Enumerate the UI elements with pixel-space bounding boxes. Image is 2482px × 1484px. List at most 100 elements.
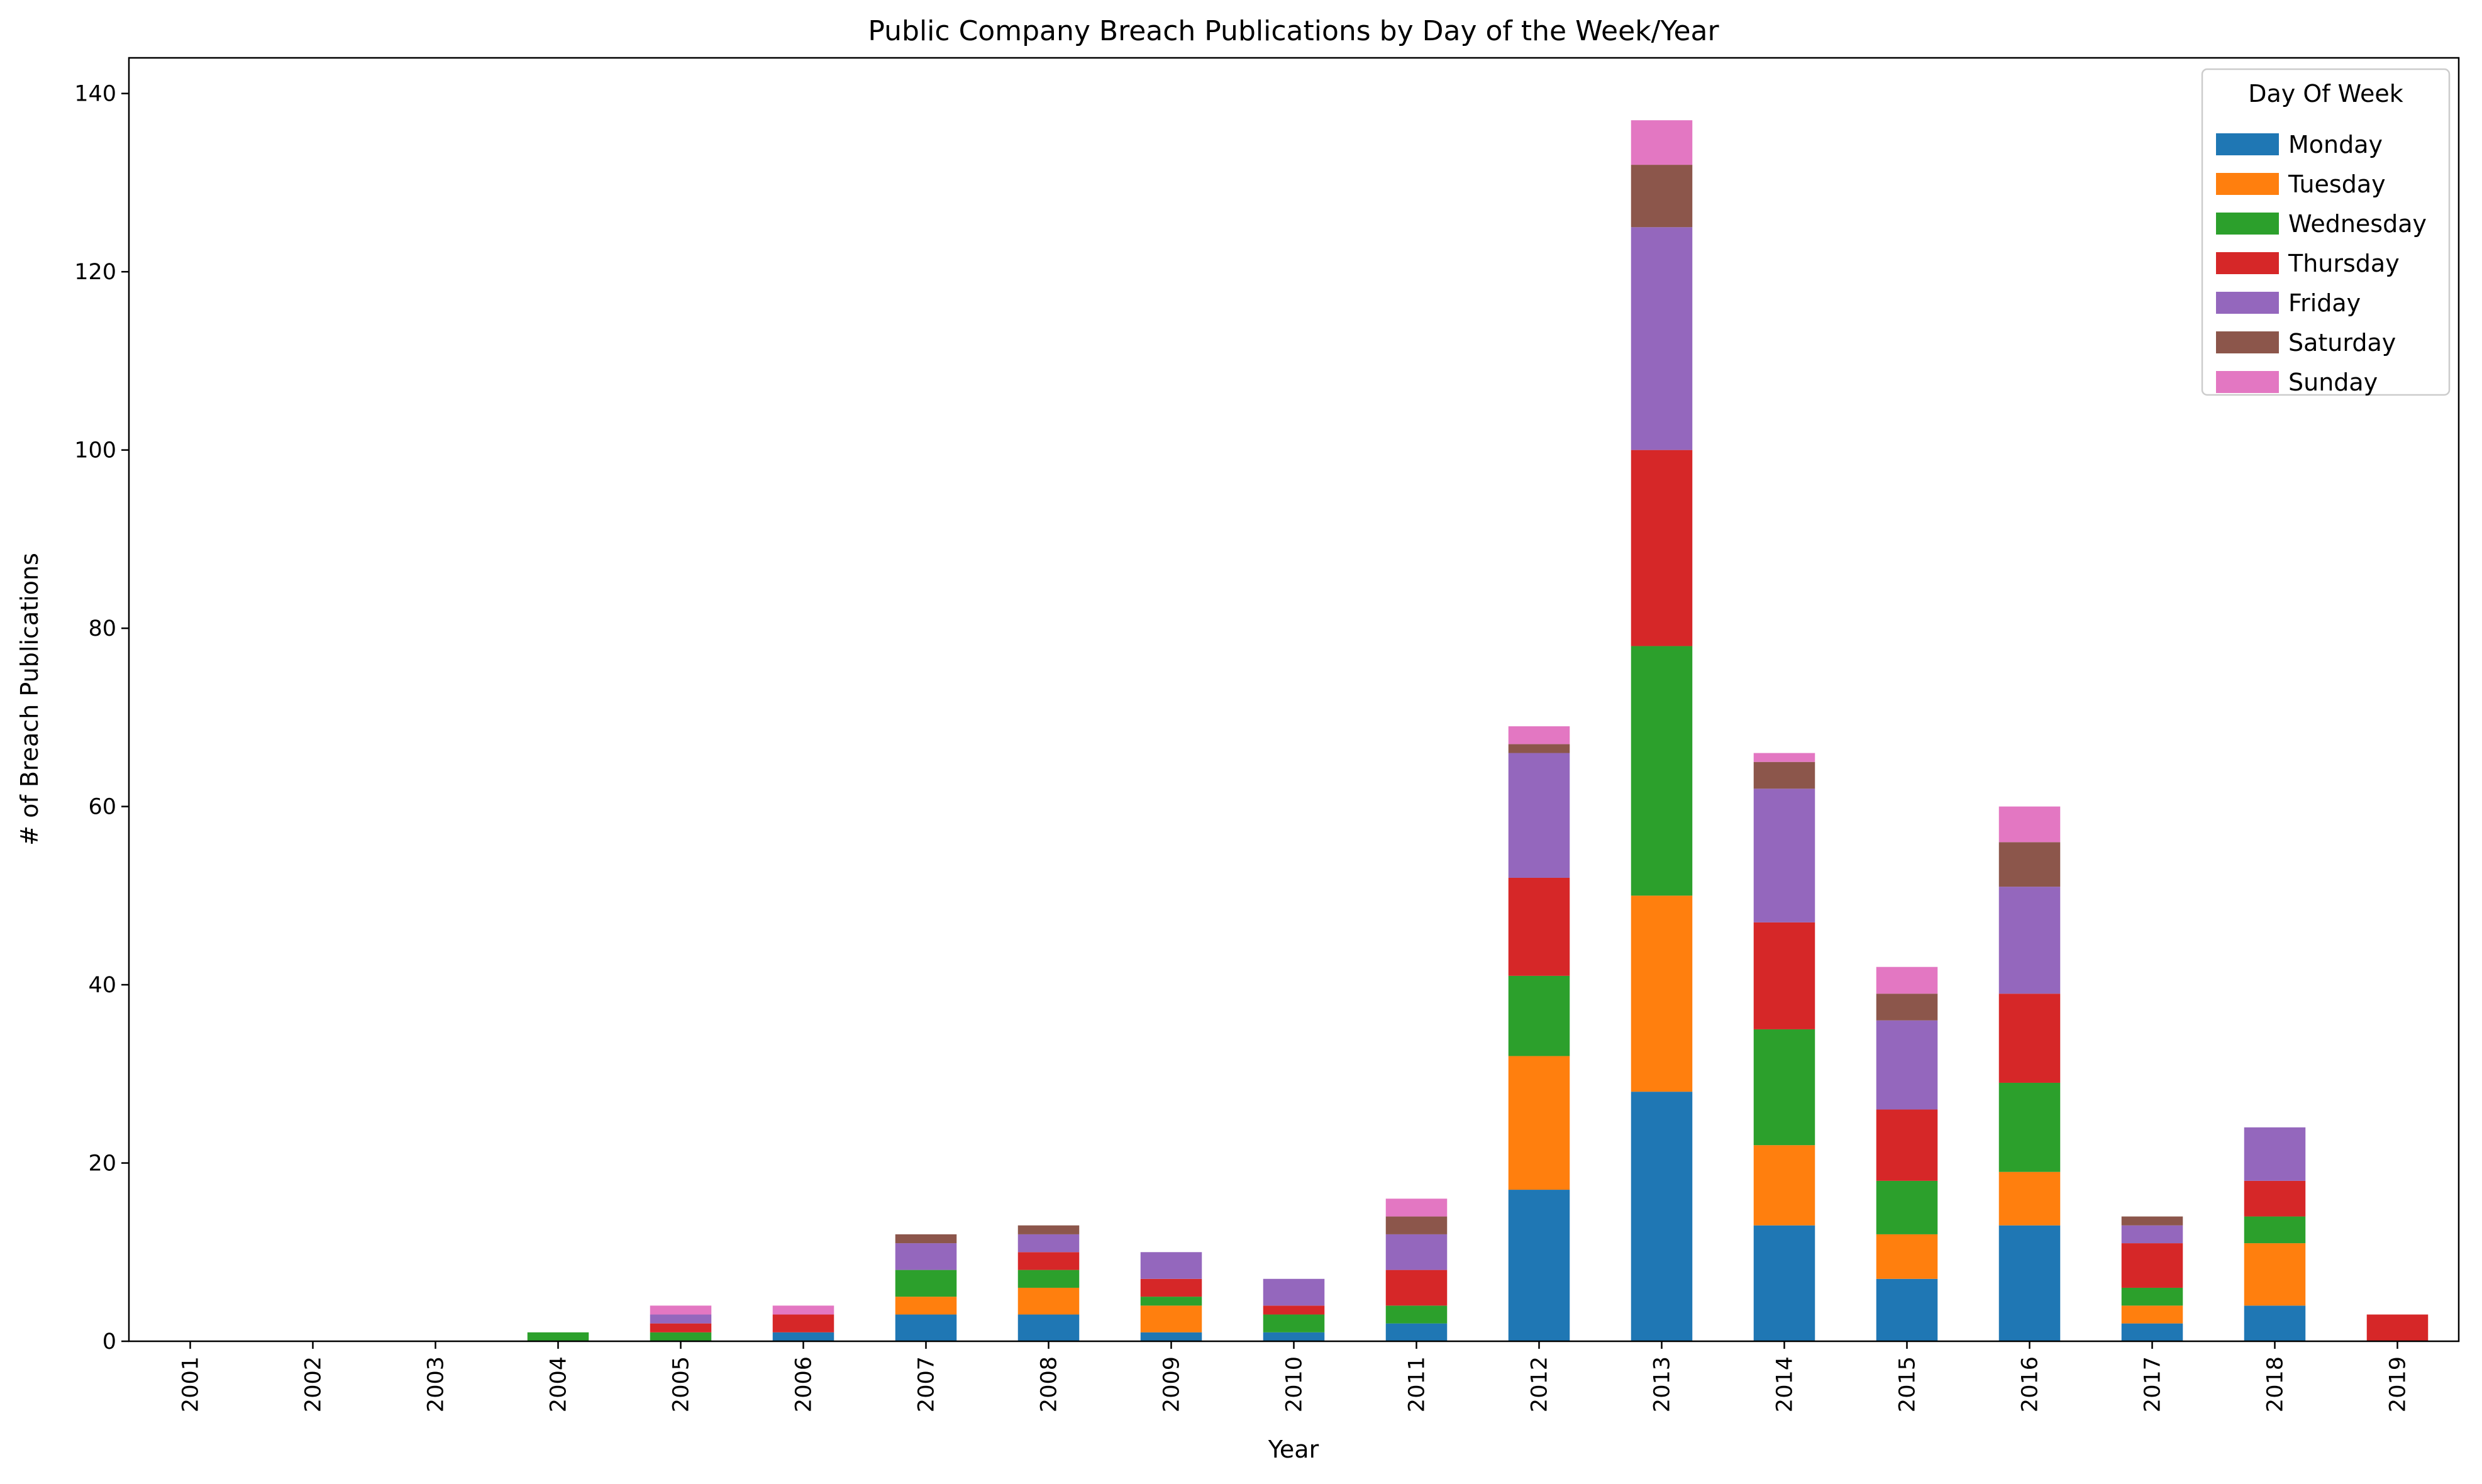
bar-2012-sunday (1508, 726, 1570, 745)
y-tick-label: 140 (74, 82, 116, 107)
bar-2015-sunday (1876, 966, 1938, 994)
bar-2018-thursday (2244, 1180, 2306, 1217)
bar-2015-friday (1876, 1020, 1938, 1110)
bar-2010-thursday (1263, 1305, 1325, 1315)
legend-swatch-wednesday (2216, 213, 2279, 235)
x-tick-label: 2019 (2386, 1356, 2411, 1412)
bar-2012-friday (1508, 753, 1570, 878)
bar-2016-monday (1998, 1225, 2061, 1341)
bar-2004-wednesday (527, 1332, 589, 1341)
bar-2015-wednesday (1876, 1180, 1938, 1234)
bar-2012-thursday (1508, 877, 1570, 976)
x-tick-label: 2017 (2141, 1356, 2166, 1412)
legend-title: Day Of Week (2248, 80, 2403, 108)
bar-2007-tuesday (895, 1297, 957, 1315)
bar-2007-monday (895, 1314, 957, 1341)
bar-2017-saturday (2121, 1216, 2183, 1226)
bar-2008-friday (1017, 1234, 1080, 1253)
x-tick-label: 2009 (1160, 1356, 1185, 1412)
bar-2005-sunday (650, 1305, 712, 1315)
x-tick-label: 2010 (1282, 1356, 1307, 1412)
bar-2017-monday (2121, 1323, 2183, 1341)
x-tick-label: 2002 (301, 1356, 326, 1412)
bar-2008-thursday (1017, 1252, 1080, 1270)
bar-2014-wednesday (1753, 1029, 1815, 1146)
legend-label-monday: Monday (2288, 131, 2383, 158)
bar-2010-wednesday (1263, 1314, 1325, 1332)
y-tick-label: 60 (88, 795, 116, 820)
bar-2017-thursday (2121, 1243, 2183, 1288)
bar-2017-tuesday (2121, 1305, 2183, 1324)
bar-2007-friday (895, 1243, 957, 1270)
bar-2008-saturday (1017, 1225, 1080, 1234)
legend-swatch-monday (2216, 133, 2279, 155)
chart-title: Public Company Breach Publications by Da… (868, 15, 1719, 47)
axes-layer: 0 20 40 60 80 100 120 140 2001 2002 2003 2004 2005 20… (74, 57, 2460, 1412)
bar-2017-wednesday (2121, 1287, 2183, 1306)
bar-2013-tuesday (1631, 895, 1693, 1092)
bar-2013-wednesday (1631, 646, 1693, 896)
bar-2012-monday (1508, 1190, 1570, 1341)
x-tick-label: 2013 (1650, 1356, 1675, 1412)
bar-2005-thursday (650, 1323, 712, 1332)
legend-label-sunday: Sunday (2288, 368, 2378, 396)
legend-swatch-sunday (2216, 371, 2279, 393)
bar-2012-wednesday (1508, 975, 1570, 1056)
bar-2011-saturday (1385, 1216, 1448, 1234)
legend-label-thursday: Thursday (2288, 250, 2400, 277)
bar-2009-monday (1140, 1332, 1202, 1341)
bar-2018-friday (2244, 1127, 2306, 1181)
y-tick-label: 40 (88, 973, 116, 998)
bar-2009-friday (1140, 1252, 1202, 1279)
bar-2013-friday (1631, 227, 1693, 450)
bar-2016-saturday (1998, 842, 2061, 887)
bar-2005-wednesday (650, 1332, 712, 1341)
x-tick-label: 2006 (792, 1356, 817, 1412)
legend: Day Of Week Monday Tuesday Wednesday Thursda… (2201, 68, 2451, 396)
y-tick-label: 100 (74, 438, 116, 463)
bar-2016-thursday (1998, 994, 2061, 1083)
bar-2019-thursday (2366, 1314, 2429, 1341)
bar-2008-wednesday (1017, 1270, 1080, 1288)
bar-2012-saturday (1508, 744, 1570, 753)
x-tick-label: 2003 (424, 1356, 449, 1412)
bar-2006-monday (772, 1332, 834, 1341)
x-tick-label: 2005 (669, 1356, 694, 1412)
bar-2017-friday (2121, 1225, 2183, 1244)
bar-2007-wednesday (895, 1270, 957, 1297)
bar-2011-thursday (1385, 1270, 1448, 1306)
bar-2009-thursday (1140, 1278, 1202, 1297)
x-tick-label: 2004 (546, 1356, 572, 1412)
bar-2014-sunday (1753, 753, 1815, 762)
bar-2008-monday (1017, 1314, 1080, 1341)
bar-2011-wednesday (1385, 1305, 1448, 1324)
bar-2013-monday (1631, 1092, 1693, 1341)
bar-2013-thursday (1631, 450, 1693, 646)
x-tick-label: 2018 (2263, 1356, 2288, 1412)
legend-swatch-friday (2216, 292, 2279, 314)
x-tick-label: 2016 (2018, 1356, 2043, 1412)
x-tick-label: 2001 (179, 1356, 204, 1412)
bar-2011-friday (1385, 1234, 1448, 1270)
y-tick-label: 80 (88, 616, 116, 641)
bar-2010-monday (1263, 1332, 1325, 1341)
x-tick-label: 2007 (914, 1356, 939, 1412)
bar-2013-saturday (1631, 165, 1693, 228)
bar-2015-thursday (1876, 1109, 1938, 1181)
y-tick-label: 120 (74, 260, 116, 285)
bar-2009-tuesday (1140, 1305, 1202, 1332)
legend-label-wednesday: Wednesday (2288, 210, 2427, 238)
bars-layer (527, 120, 2429, 1341)
bar-2006-sunday (772, 1305, 834, 1315)
y-axis-label: # of Breach Publications (16, 553, 43, 846)
bar-2006-thursday (772, 1314, 834, 1332)
y-tick-label: 0 (102, 1329, 116, 1354)
bar-2014-saturday (1753, 761, 1815, 789)
bar-2012-tuesday (1508, 1056, 1570, 1190)
bar-2016-wednesday (1998, 1082, 2061, 1172)
legend-swatch-saturday (2216, 331, 2279, 353)
bar-2009-wednesday (1140, 1297, 1202, 1306)
